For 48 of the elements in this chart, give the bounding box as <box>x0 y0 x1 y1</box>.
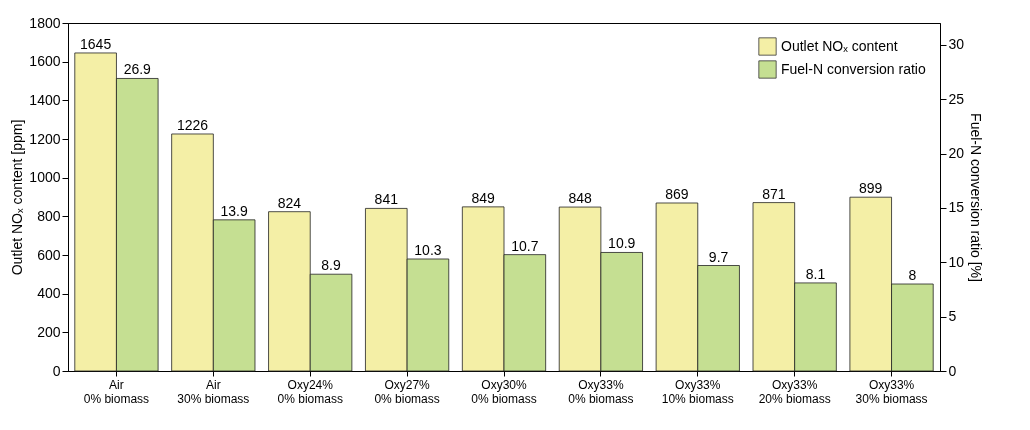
data-label: 1645 <box>80 35 112 52</box>
data-label: 9.7 <box>708 248 729 265</box>
y2-tick-label: 10 <box>948 253 965 270</box>
y2-tick-label: 15 <box>948 199 965 216</box>
y-tick-label: 1200 <box>29 130 61 147</box>
data-label: 1226 <box>176 116 209 133</box>
data-label: 26.9 <box>123 61 152 78</box>
data-label: 10.7 <box>511 237 539 254</box>
y2-axis-title: Fuel-N conversion ratio [%] <box>968 113 985 282</box>
data-label: 848 <box>568 190 592 207</box>
data-label: 8 <box>908 267 917 283</box>
y-axis-title: Outlet NOₓ content [ppm] <box>9 119 26 276</box>
x-tick-label: Oxy33% 30% biomass <box>855 377 928 406</box>
x-tick-label: Air 30% biomass <box>177 377 250 406</box>
y-tick-label: 200 <box>37 323 61 340</box>
data-label: 899 <box>859 180 883 197</box>
y-tick-label: 800 <box>37 207 61 224</box>
data-label: 849 <box>471 189 496 206</box>
data-label: 869 <box>665 185 689 202</box>
y-tick-label: 0 <box>52 362 61 379</box>
x-tick-label: Oxy33% 10% biomass <box>661 377 734 406</box>
y2-tick-label: 30 <box>948 36 965 53</box>
data-label: 10.9 <box>608 235 636 252</box>
x-tick-label: Air 0% biomass <box>83 377 150 406</box>
data-label: 871 <box>762 185 786 202</box>
data-label: 824 <box>277 194 302 211</box>
y-tick-label: 400 <box>37 285 61 302</box>
x-tick-label: Oxy30% 0% biomass <box>471 377 537 406</box>
y2-tick-label: 25 <box>948 90 965 107</box>
data-label: 10.3 <box>414 241 442 258</box>
x-tick-label: Oxy27% 0% biomass <box>374 377 440 406</box>
x-tick-label: Oxy33% 0% biomass <box>568 377 634 406</box>
y-tick-label: 1000 <box>29 169 61 186</box>
data-label: 13.9 <box>220 202 248 219</box>
y-tick-label: 1400 <box>29 91 61 108</box>
y-tick-label: 1800 <box>29 14 61 31</box>
y-tick-label: 1600 <box>29 53 61 70</box>
data-label: 8.9 <box>321 257 341 274</box>
data-label: 8.1 <box>805 265 826 282</box>
x-tick-label: Oxy24% 0% biomass <box>277 377 343 406</box>
y2-tick-label: 0 <box>948 362 957 379</box>
legend-label: Fuel-N conversion ratio <box>781 60 926 77</box>
y2-tick-label: 20 <box>948 145 965 161</box>
y2-tick-label: 5 <box>948 308 957 325</box>
legend-label: Outlet NOₓ content <box>781 37 898 54</box>
y-tick-label: 600 <box>37 246 61 263</box>
x-tick-label: Oxy33% 20% biomass <box>758 377 831 406</box>
data-label: 841 <box>374 191 399 208</box>
